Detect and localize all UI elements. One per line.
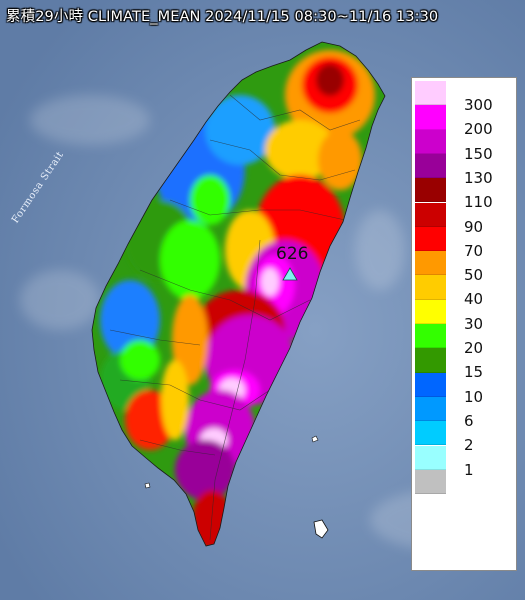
legend-row: 300 (412, 81, 516, 114)
legend-label: 50 (464, 266, 484, 285)
legend-label: 30 (464, 314, 484, 333)
legend-label: 150 (464, 144, 493, 163)
legend-row: 50 (412, 251, 516, 284)
legend-swatch (415, 421, 446, 446)
legend-label: 200 (464, 120, 493, 139)
legend-row: 1 (412, 445, 516, 479)
legend-label: 1 (464, 460, 474, 479)
legend-row: 40 (412, 275, 516, 308)
legend-swatch (415, 469, 446, 495)
island-outline (91, 41, 386, 547)
liuqiu-island (144, 482, 151, 489)
max-rain-marker (282, 267, 298, 281)
legend-swatch (415, 81, 446, 106)
legend-row: 2 (412, 421, 516, 454)
legend-row: 70 (412, 226, 516, 260)
legend-label: 110 (464, 193, 493, 212)
legend-label: 6 (464, 411, 474, 430)
legend-row: 110 (412, 178, 516, 211)
legend-label: 20 (464, 339, 484, 357)
legend-swatch (415, 324, 446, 349)
legend-swatch (415, 226, 446, 252)
legend-row: 6 (412, 396, 516, 430)
legend-label: 2 (464, 436, 474, 455)
legend-swatch (415, 129, 446, 154)
legend-swatch (415, 396, 446, 422)
legend-label: 90 (464, 217, 484, 236)
map-title: 累積29小時 CLIMATE_MEAN 2024/11/15 08:30~11/… (6, 9, 439, 25)
legend-label: 300 (464, 96, 493, 114)
legend-swatch (415, 445, 446, 470)
legend-label: 15 (464, 363, 484, 382)
legend-label: 70 (464, 241, 484, 260)
legend-swatch (415, 178, 446, 203)
legend-swatch (415, 372, 446, 397)
legend-swatch (415, 251, 446, 276)
legend-row: 30 (412, 299, 516, 333)
legend-swatch (415, 153, 446, 179)
legend-row: 200 (412, 105, 516, 138)
legend-row: 130 (412, 153, 516, 187)
legend-row: 150 (412, 129, 516, 163)
legend-swatch (415, 348, 446, 373)
legend-swatch (415, 105, 446, 130)
legend-row: 15 (412, 348, 516, 381)
legend-row: 10 (412, 372, 516, 406)
legend-row: 20 (412, 324, 516, 357)
legend-swatch (415, 202, 446, 227)
legend-row (412, 469, 516, 495)
legend-label: 40 (464, 290, 484, 309)
legend-label: 10 (464, 387, 484, 406)
legend-swatch (415, 275, 446, 300)
legend-row: 90 (412, 202, 516, 236)
legend-label: 130 (464, 168, 493, 187)
green-island (313, 519, 329, 539)
rainfall-legend: 300 200 150 130 110 90 70 50 40 30 20 15 10 6 2 1 (411, 77, 517, 571)
legend-swatch (415, 299, 446, 324)
max-value-label: 626 (276, 244, 309, 264)
kinmen-islet (311, 435, 319, 443)
